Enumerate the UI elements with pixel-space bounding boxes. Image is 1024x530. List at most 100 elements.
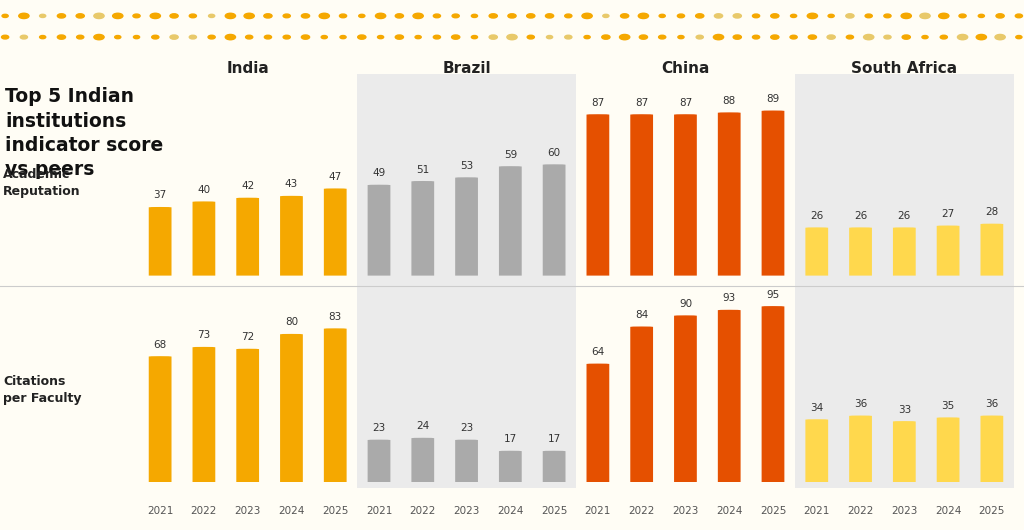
Text: 2023: 2023: [454, 507, 480, 516]
Text: 83: 83: [329, 312, 342, 322]
PathPatch shape: [587, 114, 609, 276]
PathPatch shape: [148, 207, 171, 276]
Text: 93: 93: [723, 293, 736, 303]
Text: 17: 17: [548, 434, 561, 444]
PathPatch shape: [718, 112, 740, 276]
Text: 84: 84: [635, 310, 648, 320]
Text: 2022: 2022: [190, 507, 217, 516]
Text: 2025: 2025: [760, 507, 786, 516]
PathPatch shape: [674, 315, 696, 482]
PathPatch shape: [893, 421, 915, 482]
Text: 2024: 2024: [497, 507, 523, 516]
Text: 23: 23: [373, 423, 386, 433]
Text: 2024: 2024: [935, 507, 962, 516]
Text: 26: 26: [854, 211, 867, 221]
Text: 2025: 2025: [322, 507, 348, 516]
Text: South Africa: South Africa: [851, 61, 957, 76]
Text: 2023: 2023: [672, 507, 698, 516]
PathPatch shape: [456, 440, 478, 482]
Text: 51: 51: [416, 164, 429, 174]
Text: Top 5 Indian
institutions
indicator score
vs peers: Top 5 Indian institutions indicator scor…: [5, 87, 164, 179]
PathPatch shape: [806, 419, 828, 482]
PathPatch shape: [631, 326, 653, 482]
PathPatch shape: [849, 227, 871, 276]
PathPatch shape: [237, 349, 259, 482]
PathPatch shape: [412, 438, 434, 482]
Text: 95: 95: [766, 289, 779, 299]
Text: Brazil: Brazil: [442, 61, 490, 76]
Text: 26: 26: [898, 211, 911, 221]
PathPatch shape: [193, 201, 215, 276]
Text: 53: 53: [460, 161, 473, 171]
Text: 64: 64: [591, 347, 604, 357]
Text: 72: 72: [241, 332, 254, 342]
PathPatch shape: [806, 227, 828, 276]
PathPatch shape: [412, 181, 434, 276]
Text: 17: 17: [504, 434, 517, 444]
PathPatch shape: [368, 185, 390, 276]
PathPatch shape: [587, 364, 609, 482]
PathPatch shape: [148, 356, 171, 482]
Text: China: China: [662, 61, 710, 76]
Text: Academic
Reputation: Academic Reputation: [3, 168, 81, 198]
PathPatch shape: [893, 227, 915, 276]
Text: 68: 68: [154, 340, 167, 350]
Text: 49: 49: [373, 168, 386, 178]
PathPatch shape: [543, 164, 565, 276]
Text: 42: 42: [241, 181, 254, 191]
PathPatch shape: [981, 224, 1004, 276]
Text: 34: 34: [810, 403, 823, 413]
PathPatch shape: [499, 450, 521, 482]
Text: 87: 87: [679, 98, 692, 108]
Text: 2021: 2021: [804, 507, 830, 516]
PathPatch shape: [937, 418, 959, 482]
Text: 43: 43: [285, 179, 298, 189]
Text: 2023: 2023: [234, 507, 261, 516]
PathPatch shape: [499, 166, 521, 276]
PathPatch shape: [718, 310, 740, 482]
Text: 60: 60: [548, 148, 561, 158]
PathPatch shape: [937, 226, 959, 276]
Text: 33: 33: [898, 404, 911, 414]
PathPatch shape: [674, 114, 696, 276]
PathPatch shape: [193, 347, 215, 482]
Text: 59: 59: [504, 149, 517, 160]
PathPatch shape: [237, 198, 259, 276]
Text: 73: 73: [198, 330, 211, 340]
Text: 80: 80: [285, 317, 298, 328]
Text: Citations
per Faculty: Citations per Faculty: [3, 375, 82, 404]
PathPatch shape: [543, 450, 565, 482]
Text: 36: 36: [854, 399, 867, 409]
PathPatch shape: [281, 196, 303, 276]
Text: 2025: 2025: [979, 507, 1006, 516]
Text: 2022: 2022: [847, 507, 873, 516]
PathPatch shape: [849, 416, 871, 482]
Text: 23: 23: [460, 423, 473, 433]
Text: 90: 90: [679, 299, 692, 309]
Text: 2021: 2021: [366, 507, 392, 516]
PathPatch shape: [631, 114, 653, 276]
Text: 2023: 2023: [891, 507, 918, 516]
Text: 47: 47: [329, 172, 342, 182]
Text: 87: 87: [591, 98, 604, 108]
Text: 2021: 2021: [585, 507, 611, 516]
Text: 2022: 2022: [629, 507, 655, 516]
PathPatch shape: [368, 440, 390, 482]
PathPatch shape: [981, 416, 1004, 482]
Text: 87: 87: [635, 98, 648, 108]
Text: 88: 88: [723, 96, 736, 106]
PathPatch shape: [281, 334, 303, 482]
Text: 2025: 2025: [541, 507, 567, 516]
Text: 28: 28: [985, 207, 998, 217]
Text: 36: 36: [985, 399, 998, 409]
Text: 37: 37: [154, 190, 167, 200]
PathPatch shape: [456, 177, 478, 276]
Text: 2022: 2022: [410, 507, 436, 516]
Text: India: India: [226, 61, 269, 76]
Text: 26: 26: [810, 211, 823, 221]
PathPatch shape: [762, 111, 784, 276]
Text: 24: 24: [416, 421, 429, 431]
PathPatch shape: [762, 306, 784, 482]
Text: 2024: 2024: [716, 507, 742, 516]
Text: 89: 89: [766, 94, 779, 104]
